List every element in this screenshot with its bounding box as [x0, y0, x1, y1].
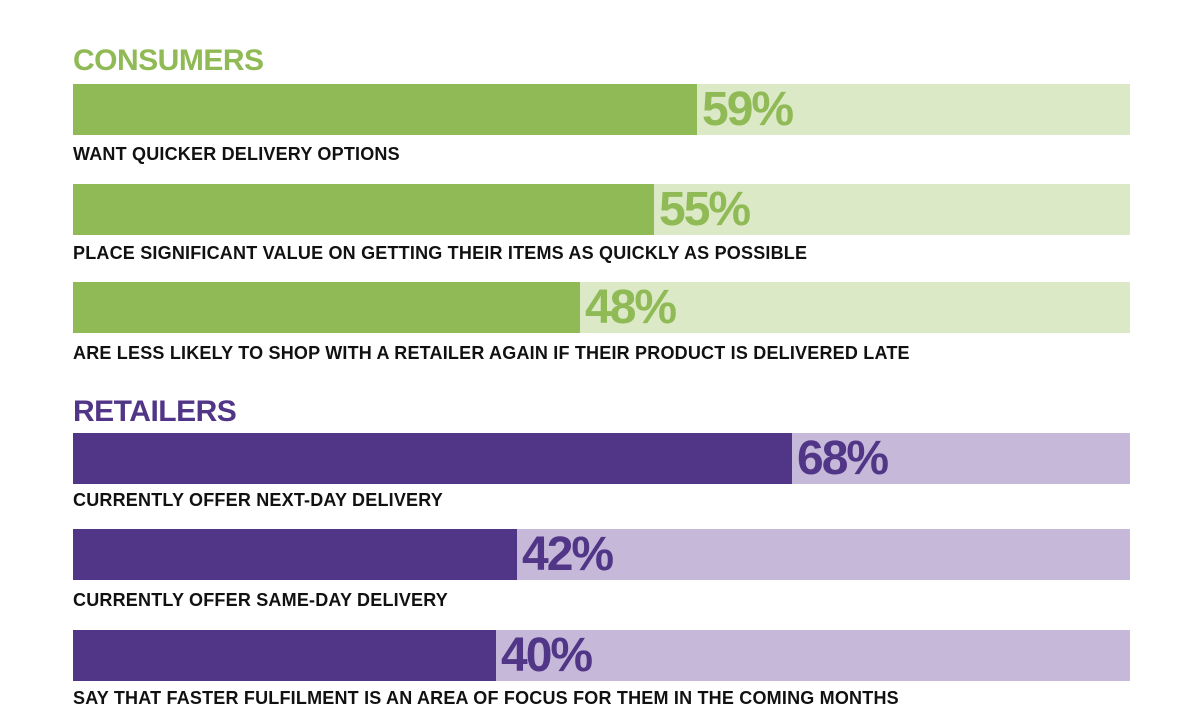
bar-category-label: WANT QUICKER DELIVERY OPTIONS	[73, 144, 400, 164]
bar-value-label: 40%	[501, 629, 593, 682]
bar-fill	[73, 433, 792, 484]
bar-category-label: ARE LESS LIKELY TO SHOP WITH A RETAILER …	[73, 343, 910, 363]
bar-track: 55%	[73, 184, 1130, 235]
bar-category-label: CURRENTLY OFFER SAME-DAY DELIVERY	[73, 590, 448, 610]
bar-track: 40%	[73, 630, 1130, 681]
bar-fill	[73, 282, 580, 333]
bar-value-label: 68%	[797, 432, 889, 485]
bar-category-label: PLACE SIGNIFICANT VALUE ON GETTING THEIR…	[73, 243, 808, 263]
retailers-section-title: RETAILERS	[73, 395, 237, 428]
bar-value-label: 59%	[702, 83, 794, 136]
bar-track: 59%	[73, 84, 1130, 135]
bar-fill	[73, 529, 517, 580]
bar-value-label: 48%	[585, 281, 677, 334]
bar-track: 42%	[73, 529, 1130, 580]
bar-fill	[73, 184, 654, 235]
bar-fill	[73, 630, 496, 681]
bar-value-label: 42%	[522, 528, 614, 581]
consumers-section-title: CONSUMERS	[73, 44, 264, 77]
bar-fill	[73, 84, 697, 135]
bar-category-label: CURRENTLY OFFER NEXT-DAY DELIVERY	[73, 490, 444, 510]
bar-track: 48%	[73, 282, 1130, 333]
bar-track: 68%	[73, 433, 1130, 484]
bar-category-label: SAY THAT FASTER FULFILMENT IS AN AREA OF…	[73, 688, 899, 708]
bar-value-label: 55%	[659, 183, 751, 236]
